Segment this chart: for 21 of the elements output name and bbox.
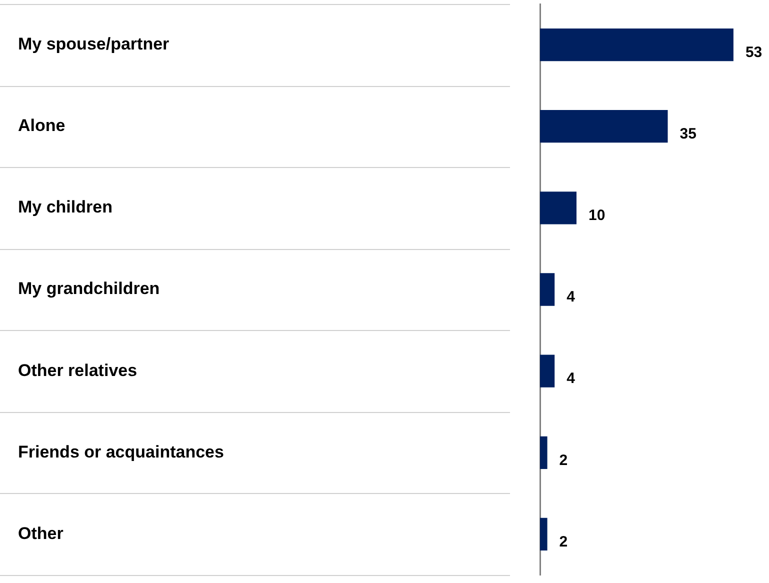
bar	[540, 28, 734, 62]
data-label: 2	[559, 452, 568, 469]
bar	[540, 436, 548, 469]
y-tick-label: Friends or acquaintances	[18, 442, 224, 462]
y-tick-label: My spouse/partner	[18, 34, 170, 54]
bar	[540, 354, 555, 388]
bar	[540, 518, 548, 551]
y-tick-label: Alone	[18, 116, 66, 136]
y-tick-label: Other	[18, 524, 64, 543]
bar	[540, 273, 555, 306]
data-label: 4	[566, 288, 576, 306]
data-label: 35	[680, 126, 696, 142]
data-label: 2	[559, 533, 568, 550]
data-label: 4	[566, 370, 576, 388]
y-tick-label: My children	[18, 198, 112, 217]
data-label: 10	[588, 207, 606, 224]
y-tick-label: My grandchildren	[18, 279, 160, 298]
bar	[540, 110, 668, 143]
data-label: 53	[745, 44, 762, 61]
bar	[540, 192, 576, 224]
y-tick-label: Other relatives	[18, 360, 138, 380]
